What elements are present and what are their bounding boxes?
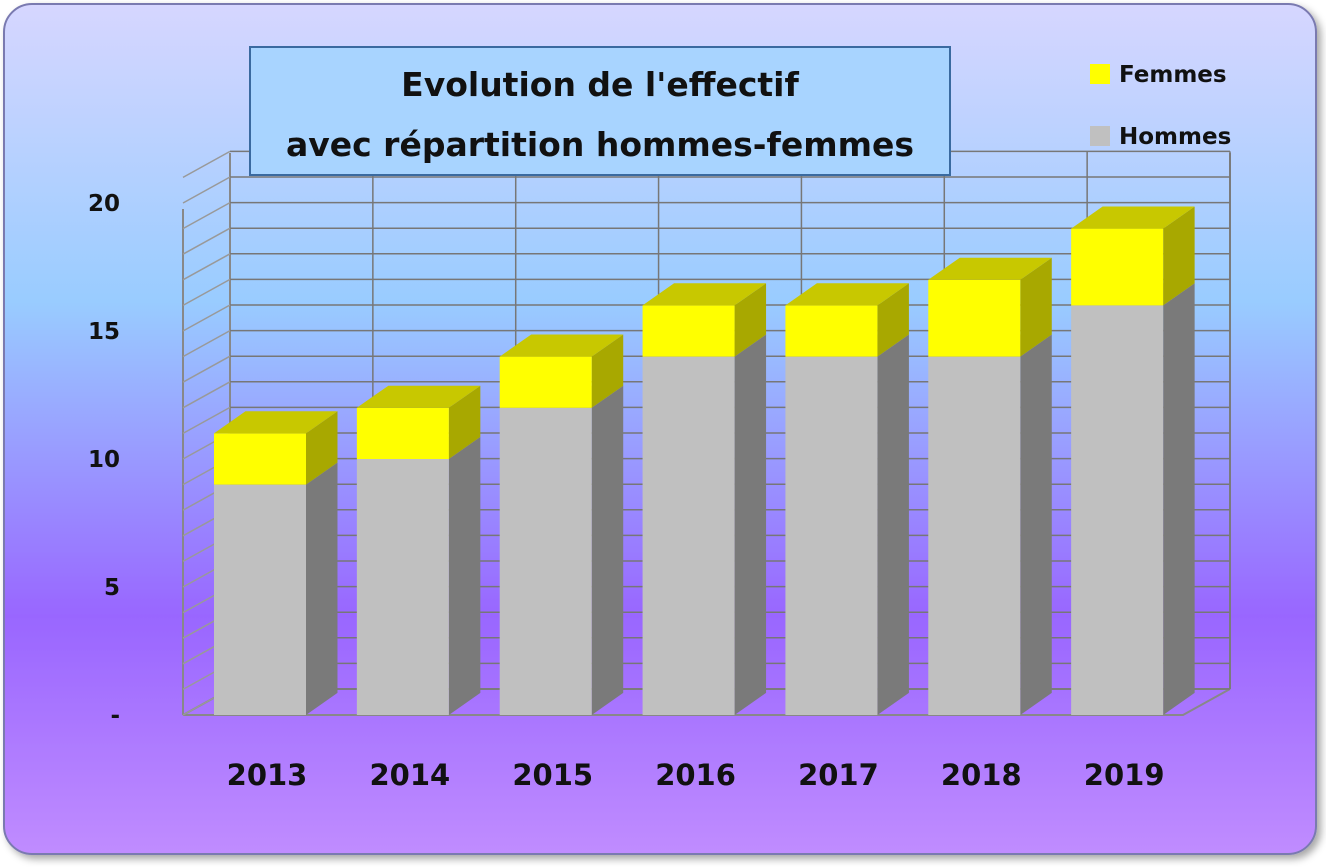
bar-front	[499, 356, 592, 408]
gridline-side	[182, 150, 231, 179]
legend: Femmes Hommes	[1090, 62, 1231, 150]
gridline-side	[182, 406, 231, 435]
bar-hommes-2018	[928, 334, 1052, 715]
legend-swatch-hommes	[1090, 126, 1110, 146]
bar-front	[642, 305, 735, 357]
bar-femmes-2013	[214, 411, 338, 485]
y-tick-label: 20	[88, 191, 120, 217]
bar-side	[1020, 334, 1052, 715]
title-line-1: Evolution de l'effectif	[401, 65, 799, 104]
bar-side	[448, 385, 481, 459]
legend-swatch-femmes	[1090, 64, 1110, 84]
y-tick-label: -	[110, 703, 120, 729]
bar-side	[591, 385, 624, 715]
legend-label-hommes: Hommes	[1119, 124, 1231, 150]
chart-title: Evolution de l'effectif avec répartition…	[249, 46, 951, 176]
bar-top	[356, 385, 481, 408]
gridline-side	[182, 381, 231, 409]
bar-side	[591, 334, 624, 408]
bar-top	[785, 283, 909, 306]
bar-top	[499, 334, 624, 357]
bar-top	[214, 411, 338, 434]
bar-side	[448, 436, 481, 715]
bar-side	[1163, 206, 1195, 306]
gridline-side	[182, 355, 231, 383]
legend-label-femmes: Femmes	[1119, 62, 1227, 88]
bar-front	[499, 407, 592, 715]
bar-side	[306, 462, 338, 715]
bar-top	[928, 257, 1052, 280]
bars	[214, 206, 1195, 715]
bar-side	[734, 334, 767, 715]
bar-front	[642, 356, 735, 715]
y-tick-label: 15	[88, 319, 120, 345]
gridline-side	[182, 227, 231, 255]
x-tick-label: 2018	[941, 758, 1022, 792]
bar-side	[306, 411, 338, 485]
bar-hommes-2017	[785, 334, 909, 715]
bar-side	[877, 283, 909, 357]
bar-hommes-2015	[499, 385, 624, 715]
bar-front	[1071, 305, 1164, 715]
bar-front	[356, 407, 449, 459]
x-tick-label: 2014	[369, 758, 450, 792]
bar-front	[785, 356, 878, 715]
bar-hommes-2014	[356, 436, 481, 715]
x-tick-label: 2019	[1084, 758, 1165, 792]
gridline-side	[182, 329, 231, 358]
gridline-side	[182, 201, 231, 230]
bar-front	[928, 279, 1021, 357]
bar-femmes-2016	[642, 283, 767, 357]
y-axis: - 5 10 15 20	[88, 191, 120, 729]
x-tick-label: 2017	[798, 758, 879, 792]
bar-hommes-2013	[214, 462, 338, 715]
gridline-side	[182, 278, 231, 307]
x-tick-label: 2016	[655, 758, 736, 792]
bar-side	[1163, 283, 1195, 715]
gridline-side	[182, 304, 231, 332]
bar-hommes-2019	[1071, 283, 1195, 715]
title-line-2: avec répartition hommes-femmes	[286, 125, 914, 164]
bar-top	[642, 283, 767, 306]
x-tick-label: 2013	[227, 758, 308, 792]
bar-front	[214, 484, 306, 715]
bar-front	[928, 356, 1021, 715]
x-tick-label: 2015	[512, 758, 593, 792]
y-tick-label: 10	[88, 447, 120, 473]
bar-femmes-2017	[785, 283, 909, 357]
bar-femmes-2014	[356, 385, 481, 459]
bar-femmes-2019	[1071, 206, 1195, 306]
gridline-side	[182, 253, 231, 281]
bar-femmes-2018	[928, 257, 1052, 357]
bar-side	[1020, 257, 1052, 357]
bar-top	[1071, 206, 1195, 229]
bar-hommes-2016	[642, 334, 767, 715]
bar-side	[734, 283, 767, 357]
title-box	[249, 46, 951, 176]
bar-front	[785, 305, 878, 357]
x-axis: 2013 2014 2015 2016 2017 2018 2019	[227, 758, 1165, 792]
y-tick-label: 5	[104, 575, 120, 601]
bar-front	[1071, 228, 1164, 306]
bar-front	[356, 459, 449, 715]
bar-front	[214, 433, 306, 485]
bar-femmes-2015	[499, 334, 624, 408]
gridline-side	[182, 176, 231, 204]
bar-side	[877, 334, 909, 715]
